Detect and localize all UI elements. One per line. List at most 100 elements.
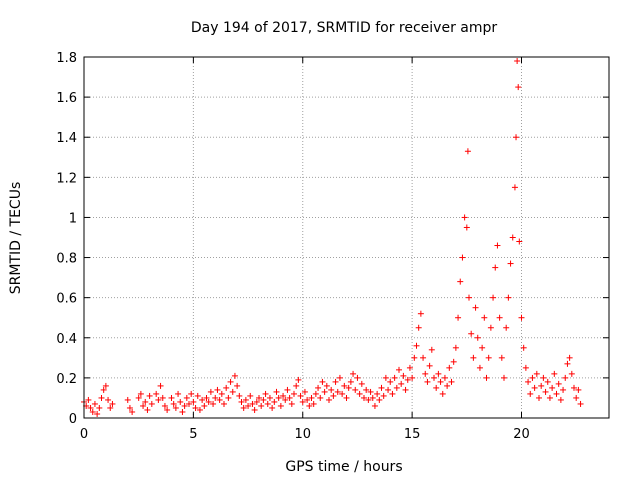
data-points <box>81 58 584 417</box>
data-point <box>164 406 171 413</box>
data-point <box>336 374 343 381</box>
data-point <box>275 394 282 401</box>
data-point <box>406 364 413 371</box>
data-point <box>315 384 322 391</box>
data-point <box>546 394 553 401</box>
data-point <box>140 402 147 409</box>
data-point <box>87 404 94 411</box>
data-point <box>529 374 536 381</box>
data-point <box>420 354 427 361</box>
data-point <box>94 410 101 417</box>
data-point <box>544 378 551 385</box>
data-point <box>369 394 376 401</box>
x-tick-label: 15 <box>404 427 421 442</box>
data-point <box>573 394 580 401</box>
data-point <box>227 378 234 385</box>
x-tick-label: 5 <box>189 427 197 442</box>
data-point <box>135 394 142 401</box>
data-point <box>203 394 210 401</box>
data-point <box>192 404 199 411</box>
data-point <box>365 396 372 403</box>
data-point <box>251 406 258 413</box>
data-point <box>455 314 462 321</box>
y-tick-label: 0.8 <box>56 252 77 267</box>
data-point <box>503 324 510 331</box>
data-point <box>96 404 103 411</box>
data-point <box>301 388 308 395</box>
data-point <box>371 402 378 409</box>
data-point <box>367 388 374 395</box>
data-point <box>109 400 116 407</box>
data-point <box>245 402 252 409</box>
data-point <box>181 402 188 409</box>
data-point <box>126 404 133 411</box>
data-point <box>328 386 335 393</box>
y-tick-label: 1.8 <box>56 51 77 66</box>
data-point <box>450 358 457 365</box>
data-point <box>520 344 527 351</box>
data-point <box>238 398 245 405</box>
y-tick-label: 1 <box>69 211 77 226</box>
data-point <box>415 324 422 331</box>
data-point <box>501 374 507 381</box>
data-point <box>170 400 177 407</box>
data-point <box>400 372 407 379</box>
data-point <box>398 380 405 387</box>
data-point <box>522 364 529 371</box>
data-point <box>277 402 284 409</box>
data-point <box>218 390 225 397</box>
data-point <box>568 370 575 377</box>
y-tick-label: 0 <box>69 412 77 427</box>
data-point <box>319 378 326 385</box>
data-point <box>91 400 98 407</box>
data-point <box>100 386 107 393</box>
data-point <box>286 394 293 401</box>
data-point <box>214 386 221 393</box>
data-point <box>424 378 431 385</box>
data-point <box>159 394 166 401</box>
data-point <box>157 382 164 389</box>
data-point <box>490 294 497 301</box>
data-point <box>492 264 499 271</box>
y-tick-label: 1.2 <box>56 171 77 186</box>
plot-frame <box>83 56 610 419</box>
data-point <box>323 382 330 389</box>
data-point <box>297 392 304 399</box>
data-point <box>422 370 429 377</box>
data-point <box>389 390 396 397</box>
data-point <box>525 378 532 385</box>
data-point <box>201 402 208 409</box>
data-point <box>155 396 162 403</box>
data-point <box>505 294 512 301</box>
data-point <box>463 224 470 231</box>
data-point <box>146 392 153 399</box>
data-point <box>479 344 486 351</box>
data-point <box>129 408 136 415</box>
data-point <box>409 374 416 381</box>
data-point <box>308 394 315 401</box>
data-point <box>107 404 114 411</box>
data-point <box>231 372 238 379</box>
x-tick-label: 10 <box>294 427 311 442</box>
data-point <box>186 400 192 407</box>
data-point <box>509 234 516 241</box>
data-point <box>557 396 564 403</box>
data-point <box>183 394 190 401</box>
data-point <box>468 330 475 337</box>
data-point <box>536 394 542 401</box>
data-point <box>256 394 262 401</box>
data-point <box>376 396 383 403</box>
data-point <box>391 374 398 381</box>
data-point <box>518 314 525 321</box>
data-point <box>312 390 319 397</box>
data-point <box>511 184 518 191</box>
x-tick-label: 20 <box>513 427 530 442</box>
data-point <box>347 378 354 385</box>
data-point <box>124 396 131 403</box>
data-point <box>234 382 241 389</box>
data-point <box>172 404 179 411</box>
data-point <box>441 374 448 381</box>
data-point <box>321 388 328 395</box>
data-point <box>291 390 297 397</box>
data-point <box>334 388 341 395</box>
